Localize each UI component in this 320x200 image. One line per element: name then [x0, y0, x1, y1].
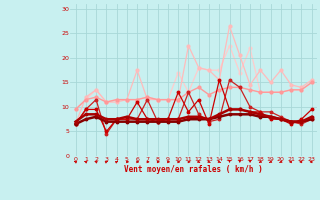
X-axis label: Vent moyen/en rafales ( km/h ): Vent moyen/en rafales ( km/h )	[124, 165, 263, 174]
